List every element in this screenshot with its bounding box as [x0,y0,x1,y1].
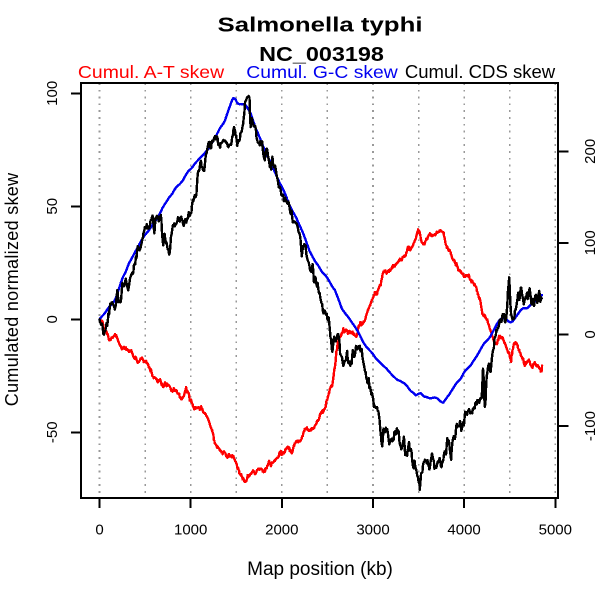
svg-text:50: 50 [44,198,61,215]
svg-text:NC_003198: NC_003198 [259,43,384,66]
svg-text:-100: -100 [582,411,599,441]
svg-text:100: 100 [582,230,599,255]
svg-text:200: 200 [582,139,599,164]
svg-text:Cumulated normalized skew: Cumulated normalized skew [2,172,22,406]
svg-text:100: 100 [44,81,61,106]
svg-text:3000: 3000 [356,522,389,539]
svg-text:4000: 4000 [447,522,480,539]
svg-text:1000: 1000 [174,522,207,539]
svg-text:0: 0 [44,315,61,323]
svg-text:Cumul. CDS skew: Cumul. CDS skew [405,61,556,82]
svg-text:5000: 5000 [539,522,572,539]
svg-text:Salmonella typhi: Salmonella typhi [218,13,423,36]
svg-text:0: 0 [582,330,599,338]
svg-text:-50: -50 [44,421,61,443]
svg-text:Cumul. A-T skew: Cumul. A-T skew [78,62,225,82]
svg-text:Map position (kb): Map position (kb) [247,559,393,580]
svg-text:0: 0 [95,522,103,539]
svg-text:2000: 2000 [265,522,298,539]
svg-text:Cumul. G-C skew: Cumul. G-C skew [246,62,398,82]
